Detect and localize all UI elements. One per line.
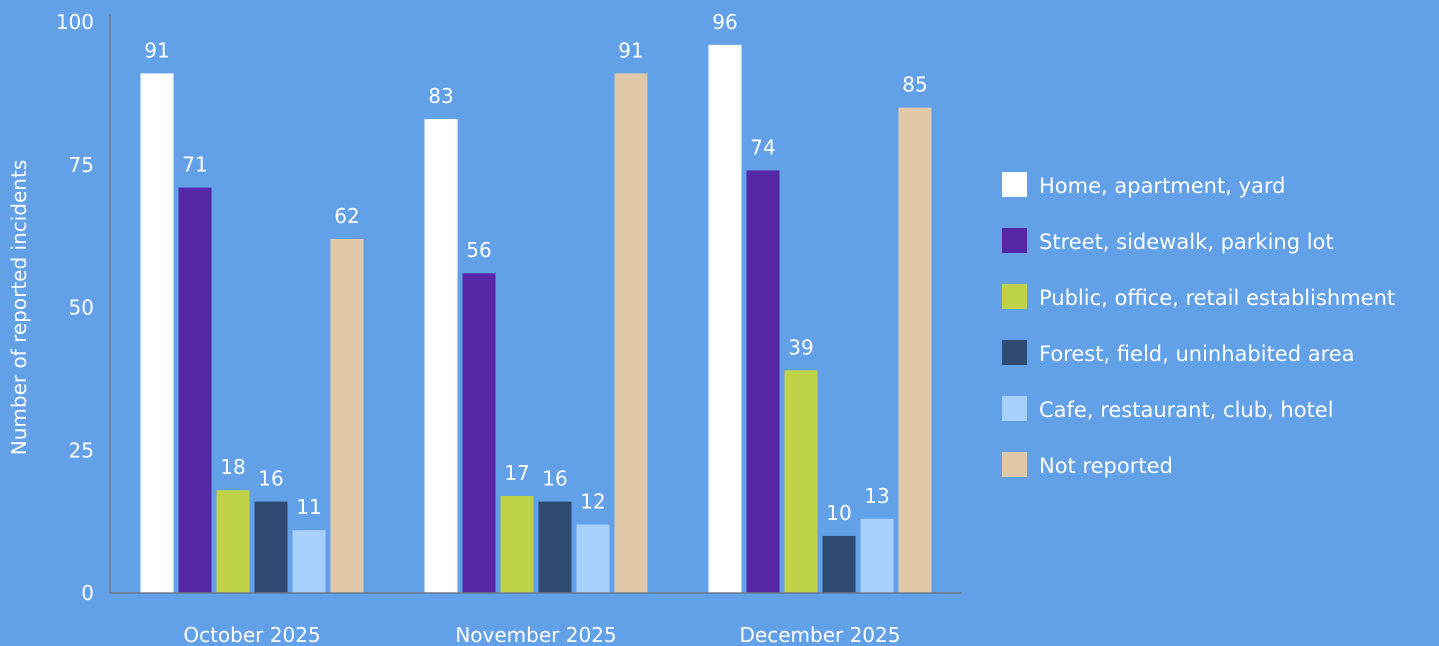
- bar: [822, 535, 856, 593]
- bars: [140, 44, 932, 594]
- legend-swatch: [1002, 340, 1027, 365]
- legend-item: Home, apartment, yard: [1002, 172, 1285, 198]
- bar-value-label: 16: [258, 467, 283, 491]
- legend-item: Forest, field, uninhabited area: [1002, 340, 1355, 366]
- bar-value-label: 13: [864, 484, 889, 508]
- y-tick-label: 50: [69, 296, 94, 320]
- bar-value-label: 62: [334, 204, 359, 228]
- bar: [576, 524, 610, 593]
- bar: [784, 370, 818, 593]
- bar: [860, 518, 894, 593]
- y-axis-title: Number of reported incidents: [7, 160, 31, 456]
- bar: [614, 73, 648, 593]
- bar: [292, 530, 326, 593]
- bar-value-label: 18: [220, 455, 245, 479]
- legend-item: Not reported: [1002, 452, 1173, 478]
- bar-value-label: 85: [902, 73, 927, 97]
- legend-swatch: [1002, 228, 1027, 253]
- bar-value-label: 12: [580, 489, 605, 513]
- bar-value-label: 11: [296, 495, 321, 519]
- legend: Home, apartment, yard Street, sidewalk, p…: [1002, 172, 1395, 478]
- bar: [140, 73, 174, 593]
- y-tick-label: 25: [69, 438, 94, 462]
- bar: [708, 44, 742, 593]
- bar-value-label: 91: [144, 38, 169, 62]
- bar: [500, 495, 534, 593]
- bar: [178, 187, 212, 593]
- x-axis-ticks: October 2025 November 2025 December 2025: [183, 623, 900, 646]
- legend-label: Not reported: [1039, 454, 1173, 478]
- bar: [538, 501, 572, 593]
- legend-label: Public, office, retail establishment: [1039, 286, 1395, 310]
- bar-value-label: 39: [788, 335, 813, 359]
- bar-value-label: 91: [618, 38, 643, 62]
- legend-swatch: [1002, 284, 1027, 309]
- bar-value-label: 16: [542, 467, 567, 491]
- legend-swatch: [1002, 452, 1027, 477]
- legend-label: Street, sidewalk, parking lot: [1039, 230, 1334, 254]
- y-axis-ticks: 0 25 50 75 100: [56, 10, 94, 605]
- bar-value-label: 74: [750, 135, 775, 159]
- bar-value-label: 56: [466, 238, 491, 262]
- bar: [424, 119, 458, 593]
- legend-item: Cafe, restaurant, club, hotel: [1002, 396, 1334, 422]
- x-tick-label: December 2025: [740, 623, 901, 646]
- legend-label: Home, apartment, yard: [1039, 174, 1285, 198]
- bar: [462, 273, 496, 593]
- legend-swatch: [1002, 172, 1027, 197]
- bar-value-label: 17: [504, 461, 529, 485]
- x-tick-label: November 2025: [455, 623, 616, 646]
- y-tick-label: 75: [69, 153, 94, 177]
- legend-item: Street, sidewalk, parking lot: [1002, 228, 1334, 254]
- bar-value-label: 96: [712, 10, 737, 34]
- legend-label: Cafe, restaurant, club, hotel: [1039, 398, 1334, 422]
- legend-swatch: [1002, 396, 1027, 421]
- legend-label: Forest, field, uninhabited area: [1039, 342, 1355, 366]
- x-tick-label: October 2025: [183, 623, 320, 646]
- bar: [254, 501, 288, 593]
- bar-data-labels: 91 71 18 16 11 62 83 56 17 16 12 91 96 74 39 10 13 85: [144, 10, 927, 525]
- legend-item: Public, office, retail establishment: [1002, 284, 1395, 310]
- bar: [216, 490, 250, 593]
- y-tick-label: 100: [56, 10, 94, 34]
- y-tick-label: 0: [81, 581, 94, 605]
- bar-value-label: 71: [182, 153, 207, 177]
- bar: [746, 170, 780, 593]
- bar: [330, 238, 364, 594]
- bar-value-label: 83: [428, 84, 453, 108]
- bar-value-label: 10: [826, 501, 851, 525]
- bar: [898, 107, 932, 594]
